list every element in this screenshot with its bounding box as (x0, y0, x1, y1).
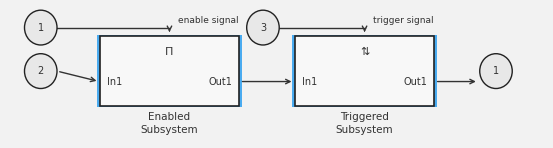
Ellipse shape (24, 10, 57, 45)
FancyBboxPatch shape (292, 35, 437, 107)
Text: Triggered
Subsystem: Triggered Subsystem (336, 112, 393, 135)
Text: Out1: Out1 (208, 77, 232, 87)
Text: Enabled
Subsystem: Enabled Subsystem (140, 112, 199, 135)
Ellipse shape (247, 10, 279, 45)
Text: Π: Π (165, 47, 174, 57)
Text: trigger signal: trigger signal (373, 16, 434, 25)
Text: In1: In1 (302, 77, 317, 87)
Text: enable signal: enable signal (178, 16, 238, 25)
FancyBboxPatch shape (97, 35, 242, 107)
Text: In1: In1 (107, 77, 122, 87)
Ellipse shape (24, 54, 57, 89)
Ellipse shape (479, 54, 512, 89)
FancyBboxPatch shape (295, 36, 434, 106)
FancyBboxPatch shape (101, 36, 238, 106)
Text: Out1: Out1 (403, 77, 427, 87)
Text: 2: 2 (38, 66, 44, 76)
Text: ⇅: ⇅ (360, 47, 369, 57)
Text: 3: 3 (260, 23, 266, 33)
Text: 1: 1 (493, 66, 499, 76)
Text: 1: 1 (38, 23, 44, 33)
